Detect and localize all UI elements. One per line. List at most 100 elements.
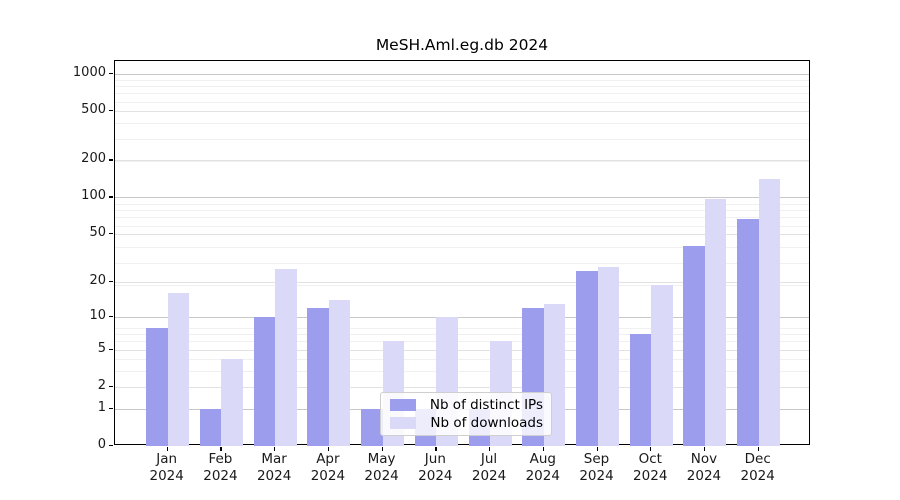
x-label-month: Mar [261,451,287,467]
y-tick-label: 0 [97,437,106,452]
bar-distinct-ips [146,327,168,446]
x-label-year: 2024 [740,468,775,484]
tick-gridline [115,111,809,113]
x-label-month: May [367,451,396,467]
y-tick-mark [109,348,113,350]
bar-downloads [167,293,190,446]
y-tick-mark [109,407,113,409]
x-label-month: Apr [316,451,340,467]
bar-downloads [704,198,727,446]
legend-box: Nb of distinct IPs Nb of downloads [380,392,552,436]
y-tick-label: 1 [97,399,106,415]
y-tick-mark [109,159,113,161]
minor-gridline [115,247,809,249]
tick-gridline [115,349,809,351]
legend-swatch-ips [390,399,416,411]
x-label-month: Sep [583,451,610,467]
x-label-month: Aug [529,451,556,467]
x-tick-label: May 2024 [350,451,414,485]
x-label-year: 2024 [525,468,560,484]
y-tick-label: 1000 [72,64,106,80]
x-tick-mark [381,446,383,451]
minor-gridline [115,225,809,227]
minor-gridline [115,123,809,125]
tick-gridline [115,160,809,162]
bar-distinct-ips [307,307,329,446]
x-tick-label: Mar 2024 [242,451,306,485]
bar-downloads [758,179,781,446]
y-tick-mark [109,72,113,75]
x-label-year: 2024 [364,468,399,484]
y-tick-mark [109,196,113,198]
bar-downloads [275,268,297,446]
bar-downloads [597,266,620,446]
minor-gridline [115,327,809,329]
bar-distinct-ips [629,334,652,446]
minor-gridline [115,86,809,88]
y-tick-mark [109,281,113,283]
x-tick-label: Nov 2024 [672,451,736,485]
bar-distinct-ips [361,408,383,446]
y-tick-label: 500 [81,102,106,118]
tick-gridline [115,282,809,284]
x-tick-mark [757,446,759,451]
x-tick-label: Apr 2024 [296,451,360,485]
tick-gridline [115,386,809,388]
bar-distinct-ips [253,316,276,446]
bar-distinct-ips [683,246,705,446]
minor-gridline [115,284,809,286]
legend-swatch-downloads [390,417,416,429]
x-label-year: 2024 [203,468,238,484]
bar-distinct-ips [199,408,222,446]
bar-downloads [221,359,243,446]
minor-gridline [115,79,809,81]
bar-downloads [651,284,673,446]
y-tick-label: 10 [89,307,106,323]
minor-gridline [115,341,809,343]
x-tick-mark [274,446,276,451]
x-tick-label: Feb 2024 [188,451,252,485]
minor-gridline [115,203,809,205]
y-tick-label: 50 [89,225,106,241]
y-tick-mark [109,445,113,447]
x-label-year: 2024 [149,468,184,484]
major-gridline [115,197,809,199]
major-gridline [115,316,809,318]
y-tick-label: 2 [97,377,106,393]
x-tick-mark [703,446,706,451]
x-label-year: 2024 [579,468,614,484]
x-label-month: Jun [424,451,446,467]
x-tick-mark [435,446,437,451]
tick-gridline [115,234,809,236]
x-label-month: Jul [480,451,498,467]
y-tick-label: 100 [81,188,106,204]
y-tick-mark [109,315,113,318]
x-tick-mark [166,446,168,451]
x-label-year: 2024 [633,468,668,484]
x-label-month: Jan [156,451,178,467]
x-label-month: Feb [208,451,233,467]
x-tick-mark [489,446,491,451]
x-tick-mark [650,446,652,451]
minor-gridline [115,217,809,219]
y-tick-mark [109,110,113,112]
x-tick-label: Aug 2024 [511,451,575,485]
x-tick-label: Oct 2024 [618,451,682,485]
x-label-year: 2024 [686,468,722,484]
x-label-month: Oct [638,451,662,467]
minor-gridline [115,334,809,336]
y-tick-label: 20 [89,273,106,289]
legend-label-ips: Nb of distinct IPs [429,397,543,413]
y-tick-label: 5 [97,340,106,356]
minor-gridline [115,210,809,212]
x-tick-label: Jan 2024 [135,451,199,485]
minor-gridline [115,93,809,95]
legend-item-distinct-ips: Nb of distinct IPs [390,397,543,414]
minor-gridline [115,371,809,373]
x-tick-mark [596,446,598,451]
minor-gridline [115,138,809,140]
y-tick-label: 200 [81,151,106,167]
y-tick-mark [109,385,113,388]
x-label-month: Dec [744,451,771,467]
legend-item-downloads: Nb of downloads [390,415,543,432]
